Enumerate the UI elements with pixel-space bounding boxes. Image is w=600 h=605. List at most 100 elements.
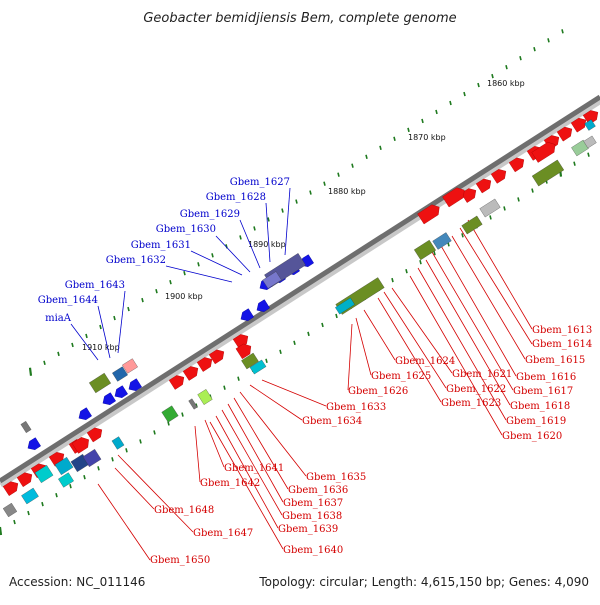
leader-line bbox=[117, 454, 194, 533]
forward-cds-arrow bbox=[182, 366, 199, 381]
scale-tick bbox=[183, 271, 186, 276]
scale-tick bbox=[169, 280, 172, 285]
scale-tick bbox=[491, 73, 494, 79]
annotation-box bbox=[21, 487, 39, 505]
annotation-box bbox=[197, 389, 213, 405]
forward-cds-arrow bbox=[490, 169, 507, 184]
leader-line bbox=[239, 219, 261, 269]
scale-label-1910: 1910 kbp bbox=[82, 343, 120, 352]
scale-tick bbox=[335, 313, 338, 319]
leader-line bbox=[204, 419, 225, 468]
forward-cds-arrow bbox=[235, 343, 252, 360]
annotation-box bbox=[461, 215, 483, 235]
gene-label-gbem-1644: Gbem_1644 bbox=[38, 295, 98, 306]
gene-label-gbem-1650: Gbem_1650 bbox=[150, 555, 210, 566]
leader-line bbox=[117, 290, 126, 354]
scale-tick bbox=[393, 136, 396, 142]
scale-tick bbox=[127, 306, 130, 312]
annotation-box bbox=[34, 464, 54, 484]
leader-line bbox=[439, 243, 517, 377]
scale-tick bbox=[55, 492, 58, 498]
leader-line bbox=[383, 291, 447, 389]
scale-tick bbox=[181, 412, 184, 417]
leader-line bbox=[347, 323, 353, 391]
forward-cds-arrow bbox=[508, 157, 525, 173]
leader-line bbox=[221, 409, 283, 516]
scale-tick bbox=[85, 333, 88, 339]
leader-line bbox=[233, 397, 289, 490]
gene-label-gbem-1634: Gbem_1634 bbox=[302, 416, 362, 427]
forward-cds-arrow bbox=[196, 357, 213, 372]
gene-label-gbem-1630: Gbem_1630 bbox=[156, 224, 216, 235]
leader-line bbox=[284, 187, 291, 256]
gene-label-gbem-1636: Gbem_1636 bbox=[288, 485, 348, 496]
forward-cds-arrow bbox=[208, 349, 225, 365]
gene-label-gbem-1621: Gbem_1621 bbox=[452, 369, 512, 380]
annotation-box bbox=[262, 271, 282, 289]
gene-label-gbem-1623: Gbem_1623 bbox=[441, 398, 501, 409]
annotation-box bbox=[241, 352, 259, 370]
scale-tick bbox=[27, 510, 30, 516]
gene-label-gbem-1647: Gbem_1647 bbox=[193, 528, 253, 539]
scale-tick bbox=[41, 501, 44, 507]
scale-tick bbox=[43, 360, 46, 366]
forward-cds-arrow bbox=[86, 427, 103, 443]
scale-tick bbox=[421, 118, 424, 124]
leader-line bbox=[425, 259, 511, 406]
scale-tick bbox=[125, 448, 128, 453]
scale-tick bbox=[505, 64, 508, 70]
scale-tick bbox=[531, 188, 534, 193]
annotation-box bbox=[249, 359, 267, 375]
gene-label-gbem-1620: Gbem_1620 bbox=[502, 431, 562, 442]
gene-label-gbem-1640: Gbem_1640 bbox=[283, 545, 343, 556]
reverse-cds-arrow bbox=[27, 437, 41, 451]
forward-cds-arrow bbox=[168, 375, 185, 390]
scale-tick bbox=[573, 161, 576, 166]
forward-cds-arrow bbox=[442, 187, 465, 208]
annotation-box bbox=[413, 239, 437, 261]
annotation-box bbox=[432, 232, 452, 250]
gene-label-gbem-1624: Gbem_1624 bbox=[395, 356, 455, 367]
leader-line bbox=[377, 297, 442, 403]
gene-label-gbem-1632: Gbem_1632 bbox=[106, 255, 166, 266]
scale-tick bbox=[547, 38, 550, 43]
leader-line bbox=[467, 219, 533, 330]
leader-line bbox=[194, 425, 201, 483]
scale-tick bbox=[379, 145, 382, 150]
scale-tick bbox=[407, 127, 410, 133]
scale-tick bbox=[83, 475, 86, 480]
gene-label-gbem-1642: Gbem_1642 bbox=[200, 478, 260, 489]
forward-cds-arrow bbox=[16, 472, 33, 488]
scale-tick bbox=[211, 253, 214, 258]
annotation-box bbox=[2, 502, 18, 518]
scale-tick bbox=[435, 109, 438, 115]
scale-tick bbox=[267, 217, 270, 222]
gene-label-gbem-1626: Gbem_1626 bbox=[348, 386, 408, 397]
scale-tick bbox=[97, 466, 100, 471]
gene-label-gbem-1619: Gbem_1619 bbox=[506, 416, 566, 427]
gene-label-gbem-1643: Gbem_1643 bbox=[65, 280, 125, 291]
scale-tick bbox=[71, 342, 74, 348]
forward-cds-arrow bbox=[460, 188, 477, 203]
leader-line bbox=[239, 391, 307, 477]
annotation-box bbox=[161, 405, 179, 423]
reverse-cds-arrow bbox=[78, 407, 92, 421]
leader-line bbox=[227, 403, 284, 503]
forward-cds-arrow bbox=[2, 481, 19, 496]
scale-tick bbox=[309, 190, 312, 195]
gene-features bbox=[2, 110, 599, 518]
scale-tick bbox=[391, 277, 394, 283]
gene-label-miaa: miaA bbox=[45, 313, 72, 324]
scale-tick bbox=[239, 235, 242, 240]
scale-tick bbox=[587, 152, 590, 157]
scale-tick bbox=[323, 181, 326, 186]
scale-tick bbox=[477, 82, 480, 88]
leader-line bbox=[451, 235, 526, 360]
gene-label-gbem-1625: Gbem_1625 bbox=[371, 371, 431, 382]
gene-label-gbem-1617: Gbem_1617 bbox=[513, 386, 573, 397]
leader-line bbox=[215, 415, 279, 529]
gene-label-gbem-1637: Gbem_1637 bbox=[283, 498, 343, 509]
scale-tick bbox=[0, 526, 3, 536]
reverse-cds-arrow bbox=[102, 392, 116, 406]
annotation-box bbox=[88, 372, 112, 394]
